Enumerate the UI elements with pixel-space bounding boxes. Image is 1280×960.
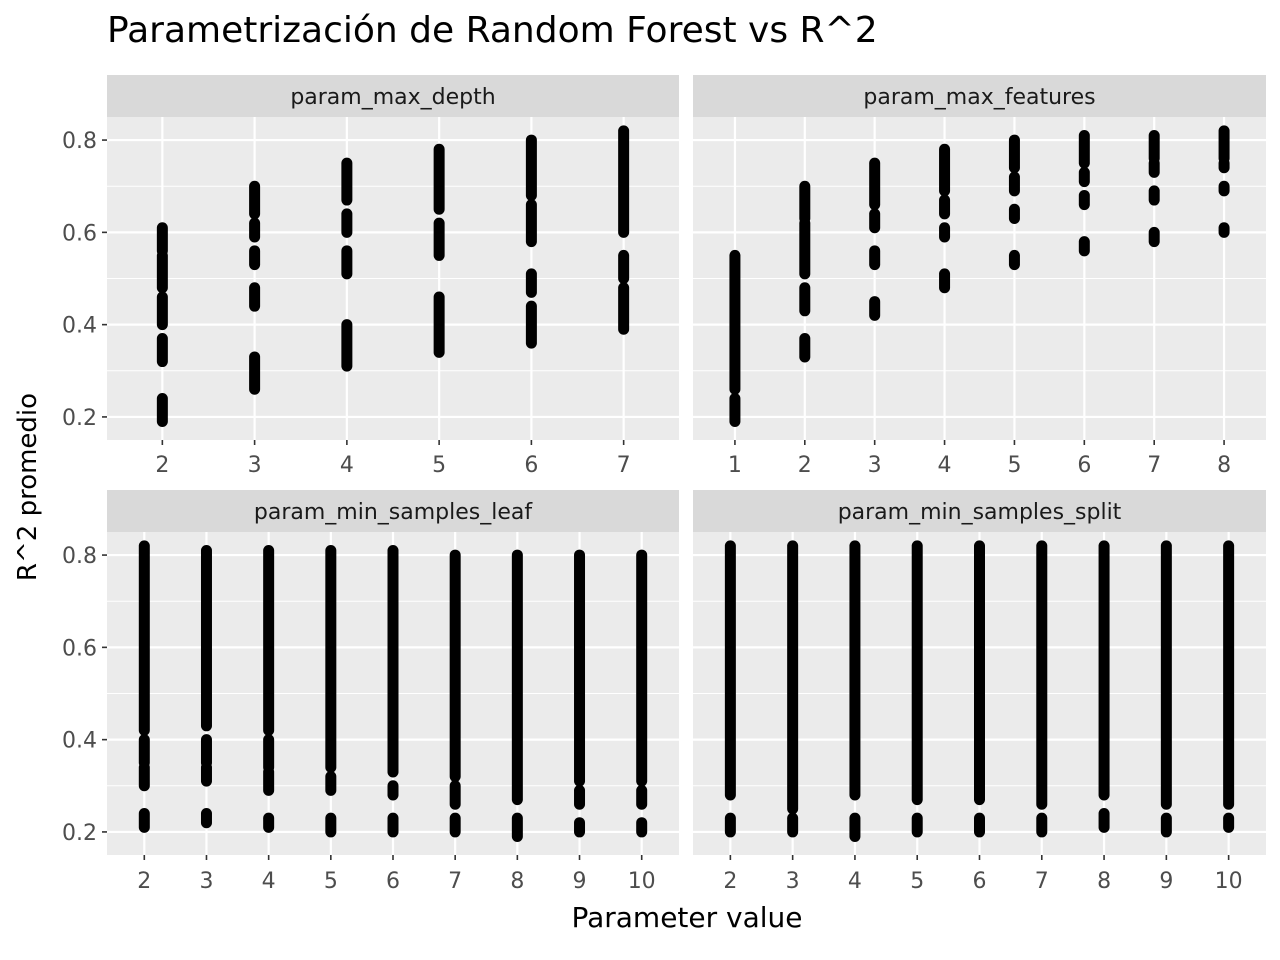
x-tick-label: 1 — [728, 453, 742, 478]
x-tick-label: 3 — [248, 453, 262, 478]
facet-panel: param_max_depth 0.2 0.4 0.6 0.8 2 3 4 5 6 7 — [62, 75, 679, 478]
y-tick-label: 0.4 — [62, 314, 97, 339]
x-tick-label: 7 — [617, 453, 631, 478]
x-tick-label: 3 — [199, 869, 213, 894]
x-tick-label: 10 — [1215, 869, 1243, 894]
x-tick-label: 2 — [155, 453, 169, 478]
y-tick-label: 0.2 — [62, 821, 97, 846]
x-tick-label: 9 — [573, 869, 587, 894]
facet-strip-label: param_max_depth — [290, 85, 495, 110]
x-tick-label: 7 — [1035, 869, 1049, 894]
facet-strip — [107, 75, 679, 117]
x-tick-label: 4 — [938, 453, 952, 478]
x-tick-label: 8 — [1097, 869, 1111, 894]
x-tick-label: 2 — [798, 453, 812, 478]
x-axis-title: Parameter value — [571, 901, 802, 934]
x-tick-label: 5 — [324, 869, 338, 894]
y-axis-title: R^2 promedio — [13, 393, 43, 581]
y-tick-label: 0.8 — [62, 544, 97, 569]
x-tick-label: 4 — [262, 869, 276, 894]
x-tick-label: 8 — [510, 869, 524, 894]
x-tick-label: 6 — [524, 453, 538, 478]
facet-panel: param_min_samples_leaf 0.2 0.4 0.6 0.8 2 3 4 5 6 7… — [62, 490, 679, 894]
x-tick-label: 5 — [432, 453, 446, 478]
y-tick-label: 0.6 — [62, 636, 97, 661]
facet-panel: param_min_samples_split 2 3 4 5 6 7 8 9 10 — [693, 490, 1266, 894]
x-tick-label: 6 — [386, 869, 400, 894]
x-tick-label: 8 — [1217, 453, 1231, 478]
x-tick-label: 5 — [910, 869, 924, 894]
facet-strip — [693, 75, 1266, 117]
facet-strip — [693, 490, 1266, 532]
y-tick-label: 0.8 — [62, 129, 97, 154]
y-tick-label: 0.2 — [62, 406, 97, 431]
x-tick-label: 4 — [848, 869, 862, 894]
x-tick-label: 6 — [1077, 453, 1091, 478]
facet-panel: param_max_features 1 2 3 4 5 6 7 8 — [693, 75, 1266, 478]
facet-strip-label: param_max_features — [863, 85, 1095, 110]
facet-strip — [107, 490, 679, 532]
x-tick-label: 3 — [786, 869, 800, 894]
y-tick-label: 0.4 — [62, 729, 97, 754]
y-tick-label: 0.6 — [62, 221, 97, 246]
x-tick-label: 2 — [137, 869, 151, 894]
x-tick-label: 10 — [628, 869, 656, 894]
x-tick-label: 5 — [1007, 453, 1021, 478]
x-tick-label: 4 — [340, 453, 354, 478]
facet-strip-label: param_min_samples_split — [838, 500, 1122, 525]
chart-title: Parametrización de Random Forest vs R^2 — [107, 10, 878, 51]
x-tick-label: 9 — [1159, 869, 1173, 894]
x-tick-label: 2 — [723, 869, 737, 894]
x-tick-label: 7 — [448, 869, 462, 894]
x-tick-label: 3 — [868, 453, 882, 478]
facet-strip-label: param_min_samples_leaf — [254, 500, 533, 525]
x-tick-label: 7 — [1147, 453, 1161, 478]
x-tick-label: 6 — [973, 869, 987, 894]
